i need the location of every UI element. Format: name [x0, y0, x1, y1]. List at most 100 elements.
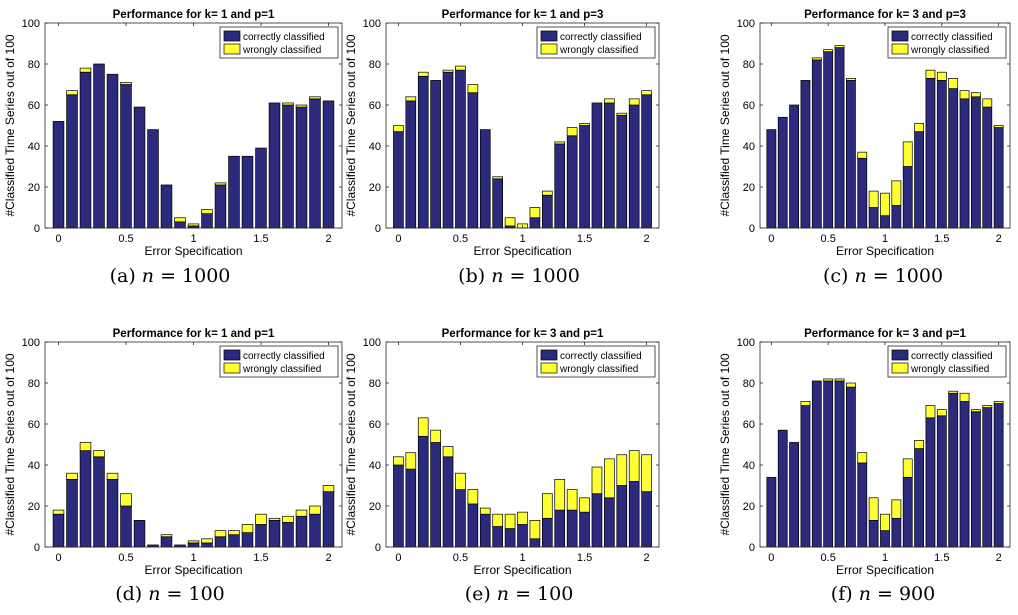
y-tick-label: 20	[369, 501, 381, 513]
chart-title: Performance for k= 1 and p=3	[442, 9, 604, 21]
bar-correctly-classified	[766, 129, 777, 229]
bar-correctly-classified	[442, 71, 454, 229]
bar-wrongly-classified	[393, 125, 404, 133]
legend-label: wrongly classified	[559, 45, 638, 56]
bar-wrongly-classified	[948, 77, 959, 89]
panel-caption: (f) n = 900	[831, 583, 935, 605]
bar-wrongly-classified	[393, 456, 404, 466]
bar-correctly-classified	[309, 98, 321, 229]
bar-wrongly-classified	[79, 442, 92, 452]
bar-correctly-classified	[591, 493, 603, 548]
bar-correctly-classified	[268, 102, 281, 229]
y-tick-label: 80	[743, 378, 755, 390]
bar-wrongly-classified	[902, 141, 913, 167]
bar-correctly-classified	[405, 468, 417, 548]
bar-correctly-classified	[823, 51, 834, 229]
bar-correctly-classified	[160, 536, 173, 548]
bar-correctly-classified	[106, 479, 119, 548]
chart-title: Performance for k= 3 and p=3	[804, 9, 966, 21]
bar-correctly-classified	[255, 147, 267, 229]
bar-correctly-classified	[133, 106, 146, 229]
bar-wrongly-classified	[880, 513, 890, 531]
bar-correctly-classified	[529, 538, 541, 548]
x-tick-label: 0.5	[118, 233, 133, 245]
bar-wrongly-classified	[228, 530, 240, 536]
bar-correctly-classified	[133, 519, 146, 548]
bar-wrongly-classified	[579, 123, 590, 126]
y-tick-label: 100	[737, 18, 755, 30]
caption-label: (e)	[465, 583, 497, 605]
caption-variable: n	[491, 265, 503, 287]
bar-correctly-classified	[789, 104, 799, 229]
x-axis-label: Error Specification	[836, 563, 934, 577]
y-tick-label: 40	[28, 460, 40, 472]
y-tick-label: 20	[369, 182, 381, 194]
bar-correctly-classified	[868, 519, 879, 548]
bar-wrongly-classified	[93, 450, 105, 458]
bar-correctly-classified	[201, 213, 213, 229]
bar-wrongly-classified	[811, 57, 822, 61]
x-tick-label: 2	[996, 233, 1002, 245]
y-tick-label: 20	[28, 182, 40, 194]
y-tick-label: 40	[743, 460, 755, 472]
bar-wrongly-classified	[641, 454, 652, 493]
legend-label: correctly classified	[560, 32, 642, 43]
bar-correctly-classified	[857, 462, 868, 548]
legend: correctly classified wrongly classified	[219, 345, 339, 378]
y-axis-label: #Classified Time Series out of 100	[718, 34, 732, 216]
bar-correctly-classified	[442, 456, 454, 548]
chart-panel-5: 0 20 40 60 80 100 0 0.5 1 1.5 2 Performance for k= …	[344, 328, 660, 605]
bar-wrongly-classified	[554, 141, 566, 145]
legend-swatch	[540, 43, 558, 55]
bar-wrongly-classified	[442, 69, 454, 73]
bar-correctly-classified	[579, 511, 590, 548]
bar-wrongly-classified	[800, 401, 811, 406]
bar-correctly-classified	[504, 528, 516, 548]
y-tick-label: 100	[22, 337, 40, 349]
bar-correctly-classified	[959, 98, 970, 229]
bar-correctly-classified	[295, 106, 308, 229]
bar-correctly-classified	[800, 80, 811, 229]
caption-variable: n	[854, 265, 866, 287]
bar-wrongly-classified	[79, 67, 92, 73]
y-tick-label: 40	[369, 141, 381, 153]
legend-label: wrongly classified	[242, 45, 321, 56]
bar-wrongly-classified	[467, 489, 479, 505]
bar-correctly-classified	[834, 47, 845, 229]
y-tick-label: 40	[369, 460, 381, 472]
y-tick-label: 80	[369, 378, 381, 390]
bar-correctly-classified	[641, 94, 652, 229]
x-tick-label: 2	[325, 233, 331, 245]
caption-variable: n	[859, 583, 871, 605]
x-tick-label: 1	[519, 552, 525, 564]
bar-correctly-classified	[120, 505, 132, 548]
x-tick-label: 1.5	[577, 233, 592, 245]
bar-wrongly-classified	[579, 497, 590, 513]
bar-wrongly-classified	[982, 405, 993, 408]
bar-correctly-classified	[214, 536, 227, 548]
chart-title: Performance for k= 1 and p=1	[113, 328, 275, 340]
y-tick-label: 20	[743, 501, 755, 513]
bar-wrongly-classified	[492, 176, 504, 180]
legend-swatch	[540, 362, 558, 374]
chart-panel-6: 0 20 40 60 80 100 0 0.5 1 1.5 2 Performance for k= …	[718, 328, 1011, 605]
bar-correctly-classified	[405, 100, 417, 229]
bar-wrongly-classified	[948, 390, 959, 394]
bar-correctly-classified	[52, 121, 65, 229]
x-tick-label: 0.5	[453, 552, 468, 564]
y-tick-label: 0	[34, 223, 40, 235]
x-tick-label: 0	[395, 233, 401, 245]
bar-correctly-classified	[430, 80, 441, 229]
bar-wrongly-classified	[834, 378, 845, 382]
legend-swatch	[540, 30, 558, 42]
bar-correctly-classified	[616, 485, 628, 548]
y-tick-label: 80	[28, 59, 40, 71]
caption-value: 100	[189, 583, 225, 605]
legend-label: correctly classified	[243, 32, 325, 43]
y-tick-label: 0	[749, 223, 755, 235]
x-tick-label: 1.5	[253, 552, 268, 564]
chart-title: Performance for k= 3 and p=1	[442, 328, 604, 340]
bar-wrongly-classified	[255, 513, 267, 525]
x-tick-label: 1.5	[934, 233, 949, 245]
bar-correctly-classified	[993, 403, 1004, 548]
